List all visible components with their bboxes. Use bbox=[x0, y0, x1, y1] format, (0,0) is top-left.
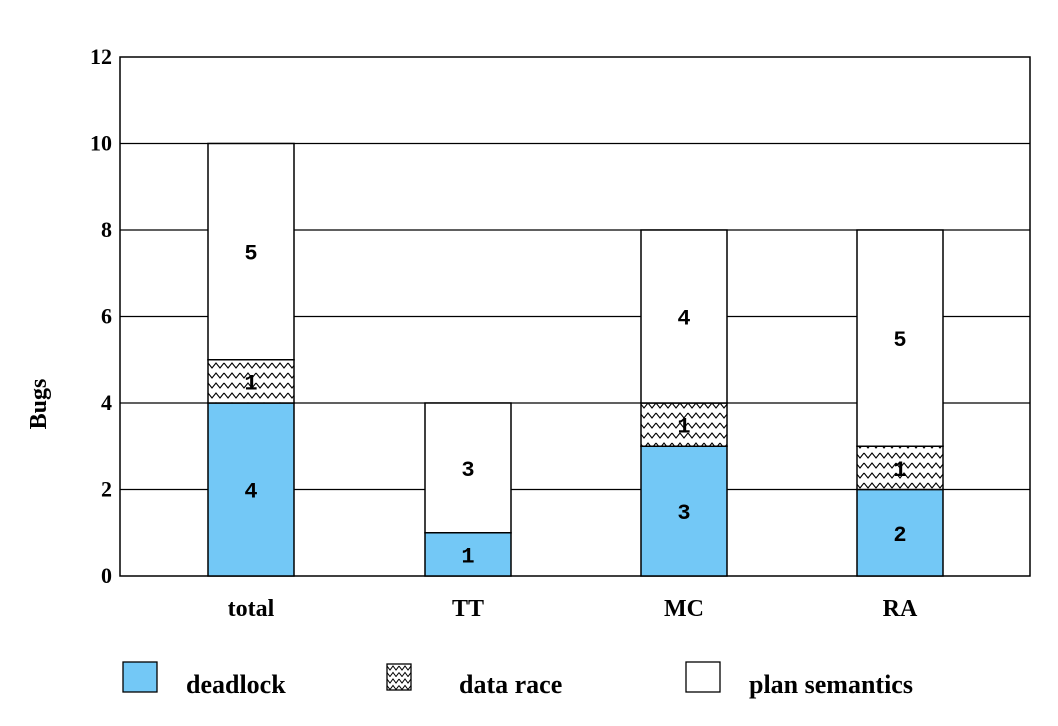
legend-label-data-race: data race bbox=[459, 670, 562, 699]
data-label: 1 bbox=[244, 371, 257, 396]
legend-label-deadlock: deadlock bbox=[186, 670, 286, 699]
legend-swatch-data-race bbox=[386, 663, 412, 691]
y-tick-label: 10 bbox=[90, 131, 112, 156]
x-tick-label: MC bbox=[664, 596, 704, 622]
y-tick-label: 8 bbox=[101, 217, 112, 242]
bar-plan-semantics-RA bbox=[856, 229, 944, 447]
data-label: 5 bbox=[244, 242, 257, 267]
data-label: 3 bbox=[461, 458, 474, 483]
bar-plan-semantics-MC bbox=[640, 229, 728, 404]
y-axis-label: Bugs bbox=[26, 379, 52, 430]
bar-plan-semantics-total bbox=[207, 142, 295, 361]
bar-deadlock-total bbox=[207, 402, 295, 577]
legend-label-plan-semantics: plan semantics bbox=[749, 670, 913, 699]
y-tick-label: 4 bbox=[101, 390, 112, 415]
bar-data-race-MC bbox=[640, 402, 728, 447]
y-tick-label: 2 bbox=[101, 477, 112, 502]
data-label: 1 bbox=[677, 415, 690, 440]
x-tick-label: RA bbox=[883, 596, 918, 622]
data-label: 3 bbox=[677, 501, 690, 526]
y-tick-label: 12 bbox=[90, 44, 112, 69]
data-label: 1 bbox=[893, 458, 906, 483]
data-label: 4 bbox=[677, 307, 690, 332]
legend-swatch-plan-semantics bbox=[685, 661, 721, 693]
bar-deadlock-MC bbox=[640, 445, 728, 577]
bar-plan-semantics-TT bbox=[424, 402, 512, 534]
data-label: 1 bbox=[461, 544, 474, 569]
data-label: 4 bbox=[244, 480, 257, 505]
data-label: 5 bbox=[893, 328, 906, 353]
x-tick-label: total bbox=[228, 596, 275, 622]
bar-deadlock-RA bbox=[856, 488, 944, 577]
x-tick-label: TT bbox=[452, 596, 484, 622]
y-tick-label: 6 bbox=[101, 304, 112, 329]
data-label: 2 bbox=[893, 523, 906, 548]
legend-swatch-deadlock bbox=[122, 661, 158, 693]
y-tick-label: 0 bbox=[101, 563, 112, 588]
plot-area: 0 2 4 6 8 10 12 4 1 5 total 1 3 TT 3 1 4 MC 2 1 5 RA bbox=[90, 44, 1031, 622]
legend: deadlock data race plan semantics bbox=[122, 661, 913, 699]
